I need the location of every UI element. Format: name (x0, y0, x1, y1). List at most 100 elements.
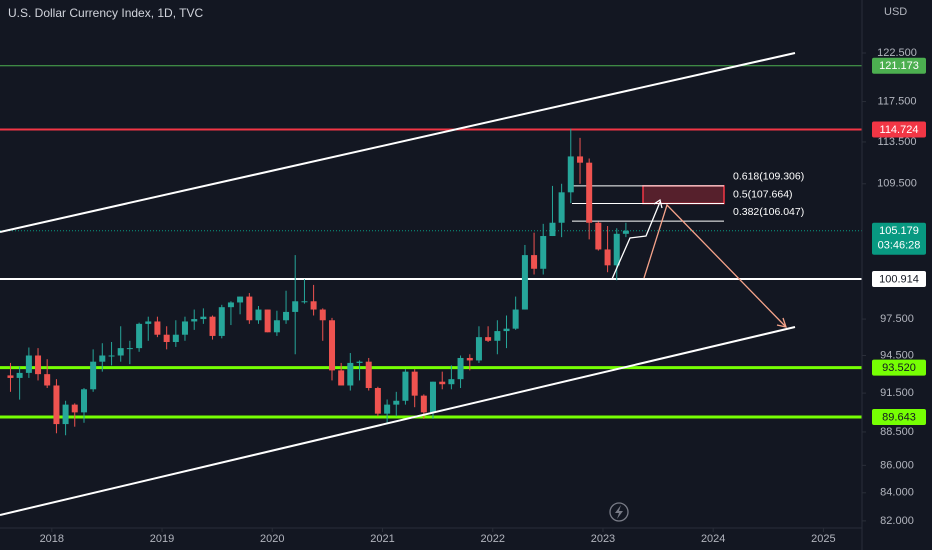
y-tick-label: 86.000 (880, 459, 914, 471)
candle-body (622, 230, 629, 234)
candle-body (117, 348, 124, 356)
x-tick-label: 2018 (40, 533, 64, 545)
candle-body (558, 192, 565, 223)
y-tick-label: 109.500 (877, 178, 917, 190)
candle-body (53, 385, 60, 425)
fib-label: 0.618(109.306) (733, 171, 804, 183)
x-tick-label: 2021 (370, 533, 394, 545)
candle-body (227, 302, 234, 308)
candle-body (577, 156, 584, 163)
candle-body (44, 374, 51, 386)
fib-zone (642, 185, 725, 205)
candle-body (292, 301, 299, 312)
candle-body (466, 357, 473, 361)
y-tick-label: 82.000 (880, 515, 914, 527)
plot-area: 0.618(109.306) 0.5(107.664) 0.382(106.047) (0, 65, 862, 436)
currency-label: USD (884, 6, 907, 18)
chart-title: U.S. Dollar Currency Index, 1D, TVC (8, 6, 204, 20)
y-tick-label: 94.500 (880, 349, 914, 361)
candle-body (439, 381, 446, 385)
x-tick-label: 2019 (150, 533, 174, 545)
candle-body (35, 355, 42, 375)
price-badge-label: 114.724 (880, 124, 919, 136)
candle-body (503, 328, 510, 332)
candle-body (347, 362, 354, 386)
candle-body (80, 389, 87, 413)
candle-body (246, 296, 253, 321)
candle-body (273, 320, 280, 333)
candle-body (457, 357, 464, 380)
price-badge (872, 121, 926, 138)
y-tick-label: 84.000 (880, 487, 914, 499)
last-price-badge (872, 222, 926, 255)
candle-body (613, 233, 620, 266)
candle-body (393, 400, 400, 405)
x-tick-label: 2020 (260, 533, 284, 545)
candle-body (356, 361, 363, 363)
projection-path (643, 203, 787, 328)
price-badge-label: 93.520 (882, 362, 916, 374)
y-tick-label: 117.500 (878, 95, 917, 107)
y-tick-label: 97.500 (880, 313, 914, 325)
candle-body (7, 375, 14, 378)
candle-body (90, 361, 97, 390)
candle-body (126, 348, 133, 350)
x-tick-label: 2025 (811, 533, 835, 545)
candle-body (71, 404, 78, 413)
countdown-label: 03:46:28 (878, 240, 921, 252)
projection-path (611, 201, 661, 280)
price-badge (872, 408, 926, 425)
candle-body (595, 222, 602, 250)
icon-bolt[interactable] (615, 505, 623, 519)
candle-body (338, 370, 345, 386)
price-badge (872, 359, 926, 376)
upper-trendline (0, 52, 796, 233)
candle-body (136, 323, 143, 349)
price-badge (872, 57, 926, 74)
candle-body (531, 255, 538, 269)
candle-body (255, 309, 262, 321)
candle-body (310, 301, 317, 310)
price-badge-label: 89.643 (882, 411, 916, 423)
candle-body (99, 355, 106, 362)
candle-body (62, 404, 69, 425)
candle-body (329, 320, 336, 371)
arrow-head (653, 198, 663, 209)
axes: 122.500 117.500 113.500 109.500 97.500 94.500… (40, 47, 926, 545)
candle-body (521, 255, 528, 310)
y-tick-label: 122.500 (877, 47, 917, 59)
x-tick-label: 2022 (480, 533, 504, 545)
x-tick-label: 2024 (701, 533, 725, 545)
candle-body (384, 404, 391, 414)
candle-body (374, 388, 381, 414)
icon-circle[interactable] (609, 502, 629, 522)
fib-label: 0.382(106.047) (733, 206, 804, 218)
candle-body (411, 371, 418, 396)
candle-body (163, 334, 170, 343)
y-tick-label: 91.500 (880, 387, 914, 399)
candle-body (319, 309, 326, 321)
candle-body (512, 309, 519, 329)
candle-body (25, 355, 32, 373)
candle-body (191, 319, 198, 322)
candle-body (549, 222, 556, 237)
price-badge-label: 121.173 (879, 60, 919, 72)
candle-body (108, 355, 115, 357)
candle-body (485, 337, 492, 341)
fib-label: 0.5(107.664) (733, 188, 793, 200)
candle-body (429, 381, 436, 413)
candle-body (475, 337, 482, 361)
candle-body (567, 156, 574, 193)
replay-icon[interactable] (609, 502, 629, 522)
candle-body (586, 162, 593, 223)
candle-body (420, 395, 427, 413)
candle-body (301, 301, 308, 303)
candle-body (154, 321, 161, 335)
lower-trendline (0, 326, 796, 516)
arrow-head (776, 317, 787, 328)
candle-body (16, 372, 23, 378)
price-badge-label: 100.914 (879, 273, 919, 285)
candle-body (540, 236, 547, 269)
